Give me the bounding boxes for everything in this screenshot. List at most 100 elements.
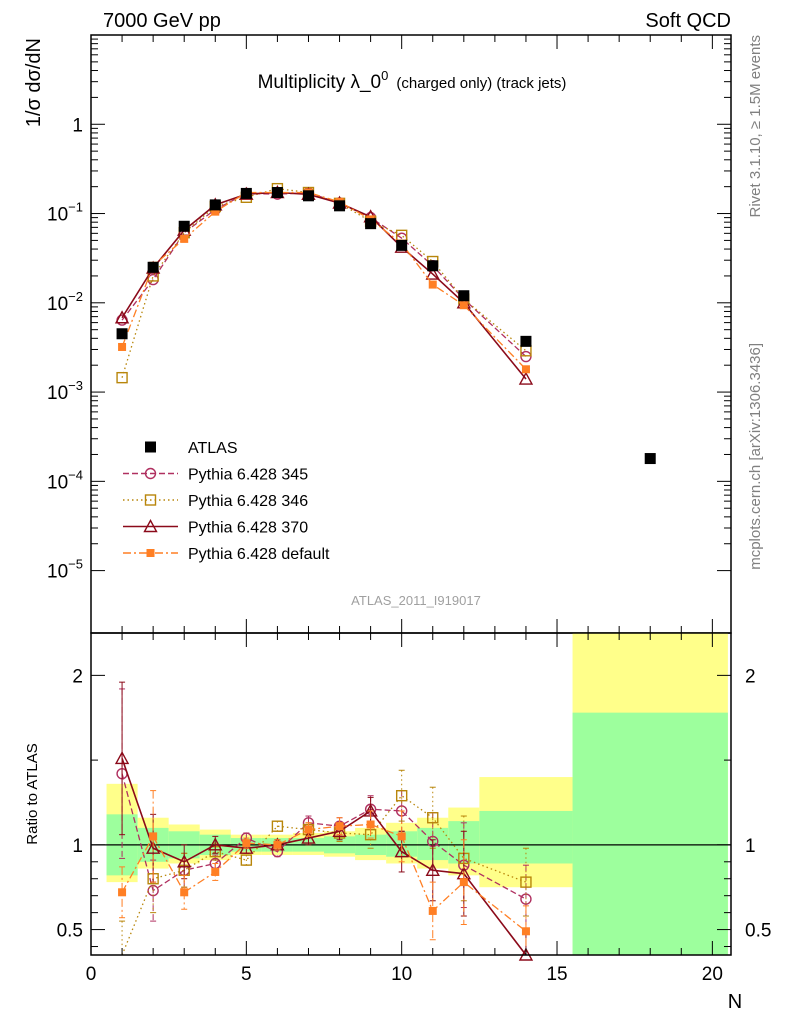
band-inner xyxy=(572,712,728,955)
ratio-point xyxy=(211,867,220,876)
series-point xyxy=(520,350,532,363)
ratio-point xyxy=(395,789,408,802)
series-pythia-6-428-345 xyxy=(116,187,532,363)
header-left: 7000 GeV pp xyxy=(103,10,221,32)
legend-item-pythia-6-428-346: Pythia 6.428 346 xyxy=(123,493,308,510)
ratio-y-tick-label-left: 2 xyxy=(72,666,83,687)
data-point xyxy=(458,290,470,302)
legend-marker xyxy=(144,494,157,506)
legend-item-pythia-6-428-345: Pythia 6.428 345 xyxy=(123,467,308,484)
main-y-tick-label: 10−2 xyxy=(47,289,83,315)
main-plot-area xyxy=(114,182,656,465)
ratio-point xyxy=(428,906,437,915)
ratio-uncertainty-bands xyxy=(91,633,731,955)
mcplots-label: mcplots.cern.ch [arXiv:1306.3436] xyxy=(747,343,764,570)
ratio-y-tick-label-left: 0.5 xyxy=(57,921,83,942)
series-point xyxy=(428,280,437,289)
main-y-tick-exponent: −1 xyxy=(68,200,83,215)
ratio-point xyxy=(425,862,440,876)
chart-title-suffix: (charged only) (track jets) xyxy=(396,75,566,92)
series-line xyxy=(121,191,527,370)
series-pythia-6-428-346 xyxy=(116,182,532,384)
ratio-point xyxy=(332,823,347,837)
x-tick-label: 15 xyxy=(546,964,567,985)
ratio-y-tick-label-right: 0.5 xyxy=(745,921,771,942)
ratio-point xyxy=(145,840,161,854)
band-inner xyxy=(479,810,573,864)
legend-marker xyxy=(145,441,156,453)
series-line xyxy=(121,192,527,358)
ratio-y-tick-label-right: 1 xyxy=(745,836,756,857)
x-axis-label: N xyxy=(728,991,742,1013)
series-point xyxy=(180,234,189,243)
series-pythia-6-428-370 xyxy=(114,185,534,385)
ratio-point xyxy=(177,854,192,868)
series-pythia-6-428-default xyxy=(118,188,530,374)
series-point xyxy=(211,207,220,216)
ratio-panel-frame xyxy=(90,632,732,956)
legend-marker xyxy=(144,467,157,480)
x-tick-label: 0 xyxy=(86,964,97,985)
data-point xyxy=(271,187,283,199)
ratio-point xyxy=(366,820,375,829)
series-point xyxy=(425,266,440,280)
ratio-point xyxy=(240,854,253,866)
ratio-series-pythia-6-428-default xyxy=(118,790,530,956)
ratio-y-tick-label-right: 2 xyxy=(745,666,756,687)
data-point xyxy=(520,335,532,347)
ratio-point xyxy=(180,888,189,897)
ratio-plot-area xyxy=(114,681,534,961)
ratio-point xyxy=(118,888,127,897)
series-point xyxy=(116,371,128,384)
legend-item-pythia-6-428-370: Pythia 6.428 370 xyxy=(123,519,308,537)
x-tick-label: 20 xyxy=(702,964,723,985)
legend-marker xyxy=(146,549,155,557)
rivet-label: Rivet 3.1.10, ≥ 1.5M events xyxy=(747,35,764,218)
main-y-tick-label: 10−5 xyxy=(47,557,83,583)
header-right: Soft QCD xyxy=(645,10,731,32)
main-y-tick-label: 10−3 xyxy=(47,378,83,404)
chart-title-main: Multiplicity λ_0 xyxy=(258,72,382,93)
main-y-tick-base: 10 xyxy=(47,562,68,583)
ratio-point xyxy=(335,822,344,831)
main-y-tick-base: 10 xyxy=(47,472,68,493)
ratio-point xyxy=(521,927,530,936)
series-point xyxy=(521,365,530,374)
series-point xyxy=(118,342,127,351)
ratio-series-line xyxy=(121,794,527,956)
main-y-tick-label: 10−1 xyxy=(47,200,83,226)
data-point xyxy=(209,199,221,211)
data-point xyxy=(302,190,314,202)
main-y-tick-label: 1 xyxy=(72,115,83,136)
series-atlas xyxy=(116,187,656,465)
legend-item-atlas: ATLAS xyxy=(145,440,238,457)
main-panel-frame xyxy=(90,34,732,634)
legend-marker xyxy=(143,519,158,533)
ratio-point xyxy=(394,844,409,858)
series-line xyxy=(121,187,527,378)
main-y-tick-base: 10 xyxy=(47,294,68,315)
ratio-y-axis-label: Ratio to ATLAS xyxy=(24,743,41,844)
x-tick-label: 10 xyxy=(391,964,412,985)
main-axis-ticks: 10−510−410−310−210−11 xyxy=(47,35,731,633)
ratio-point xyxy=(271,820,284,832)
ratio-point xyxy=(114,750,130,765)
series-point xyxy=(114,310,130,324)
ratio-point xyxy=(273,840,282,849)
series-point xyxy=(459,301,468,310)
main-y-tick-exponent: −5 xyxy=(68,557,83,572)
series-point xyxy=(518,371,534,385)
main-y-tick-exponent: −4 xyxy=(68,467,83,482)
main-y-axis-label: 1/σ dσ/dN xyxy=(23,38,45,127)
ratio-point xyxy=(149,832,158,841)
data-point xyxy=(178,220,190,232)
data-point xyxy=(334,200,346,212)
main-y-tick-base: 10 xyxy=(47,383,68,404)
legend-item-pythia-6-428-default: Pythia 6.428 default xyxy=(123,546,330,563)
data-point xyxy=(427,260,439,272)
data-point xyxy=(396,239,408,251)
ratio-point xyxy=(242,839,251,848)
ratio-y-tick-label-left: 1 xyxy=(72,836,83,857)
legend: ATLAS Pythia 6.428 345 Pythia 6.428 346 Pyt… xyxy=(123,440,330,563)
